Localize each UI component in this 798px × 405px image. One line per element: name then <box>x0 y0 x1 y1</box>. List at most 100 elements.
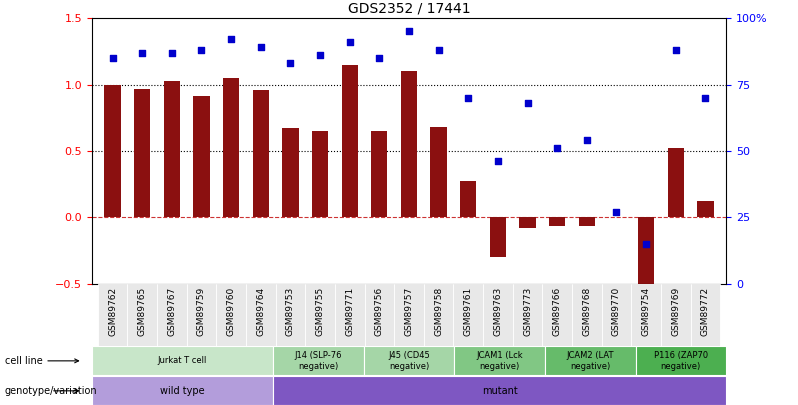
Text: GSM89773: GSM89773 <box>523 287 532 336</box>
Bar <box>365 284 394 346</box>
Bar <box>602 284 631 346</box>
Text: GSM89770: GSM89770 <box>612 287 621 336</box>
Bar <box>92 376 273 405</box>
Text: GSM89772: GSM89772 <box>701 287 710 336</box>
Bar <box>631 284 661 346</box>
Bar <box>460 181 476 217</box>
Point <box>670 47 682 53</box>
Bar <box>549 217 565 226</box>
Text: P116 (ZAP70
negative): P116 (ZAP70 negative) <box>654 351 708 371</box>
Text: GSM89767: GSM89767 <box>168 287 176 336</box>
Text: GSM89764: GSM89764 <box>256 287 265 336</box>
Bar <box>519 217 535 228</box>
Text: GSM89756: GSM89756 <box>375 287 384 336</box>
Text: GSM89754: GSM89754 <box>642 287 650 336</box>
Text: GSM89757: GSM89757 <box>405 287 413 336</box>
Bar <box>134 89 150 217</box>
Bar <box>187 284 216 346</box>
Text: GSM89760: GSM89760 <box>227 287 235 336</box>
Bar <box>335 284 365 346</box>
Point <box>255 44 267 51</box>
Text: GSM89765: GSM89765 <box>138 287 147 336</box>
Bar <box>545 346 635 375</box>
Point <box>225 36 238 43</box>
Bar <box>394 284 424 346</box>
Bar <box>223 78 239 217</box>
Bar <box>635 346 726 375</box>
Bar <box>364 346 454 375</box>
Bar <box>157 284 187 346</box>
Bar <box>273 376 726 405</box>
Bar <box>216 284 246 346</box>
Bar <box>453 284 483 346</box>
Bar <box>579 217 595 226</box>
Bar <box>668 148 684 217</box>
Point <box>373 55 385 61</box>
Point <box>106 55 119 61</box>
Text: cell line: cell line <box>5 356 78 366</box>
Bar <box>690 284 721 346</box>
Text: GSM89758: GSM89758 <box>434 287 443 336</box>
Bar <box>128 284 157 346</box>
Bar <box>312 131 328 217</box>
Bar <box>424 284 453 346</box>
Bar <box>253 90 269 217</box>
Text: GSM89769: GSM89769 <box>671 287 680 336</box>
Point <box>402 28 415 35</box>
Bar <box>275 284 305 346</box>
Point <box>492 158 504 165</box>
Bar <box>430 127 447 217</box>
Text: GSM89768: GSM89768 <box>583 287 591 336</box>
Bar <box>246 284 275 346</box>
Point <box>610 209 623 215</box>
Text: GSM89771: GSM89771 <box>346 287 354 336</box>
Text: GSM89766: GSM89766 <box>553 287 562 336</box>
Text: JCAM2 (LAT
negative): JCAM2 (LAT negative) <box>567 351 614 371</box>
Point <box>462 95 475 101</box>
Bar <box>454 346 545 375</box>
Text: GSM89759: GSM89759 <box>197 287 206 336</box>
Point <box>551 145 563 151</box>
Point <box>165 49 178 56</box>
Bar <box>164 81 180 217</box>
Bar <box>638 217 654 290</box>
Point <box>314 52 326 59</box>
Text: JCAM1 (Lck
negative): JCAM1 (Lck negative) <box>476 351 523 371</box>
Text: GSM89755: GSM89755 <box>315 287 325 336</box>
Title: GDS2352 / 17441: GDS2352 / 17441 <box>348 2 470 16</box>
Bar <box>342 65 358 217</box>
Bar <box>371 131 388 217</box>
Point <box>521 100 534 107</box>
Point <box>343 39 356 45</box>
Point <box>136 49 148 56</box>
Text: GSM89753: GSM89753 <box>286 287 295 336</box>
Bar <box>513 284 543 346</box>
Text: GSM89762: GSM89762 <box>108 287 117 336</box>
Point <box>640 241 653 247</box>
Point <box>580 137 593 143</box>
Text: wild type: wild type <box>160 386 205 396</box>
Bar <box>697 201 713 217</box>
Bar <box>193 96 210 217</box>
Text: Jurkat T cell: Jurkat T cell <box>158 356 207 365</box>
Bar <box>282 128 298 217</box>
Bar <box>661 284 690 346</box>
Bar <box>490 217 506 257</box>
Text: mutant: mutant <box>482 386 517 396</box>
Bar <box>305 284 335 346</box>
Bar <box>92 346 273 375</box>
Bar <box>483 284 513 346</box>
Bar <box>273 346 364 375</box>
Text: genotype/variation: genotype/variation <box>5 386 97 396</box>
Bar <box>105 85 120 217</box>
Text: J14 (SLP-76
negative): J14 (SLP-76 negative) <box>294 351 342 371</box>
Bar <box>97 284 128 346</box>
Bar <box>401 71 417 217</box>
Text: J45 (CD45
negative): J45 (CD45 negative) <box>388 351 430 371</box>
Bar <box>572 284 602 346</box>
Bar <box>543 284 572 346</box>
Point <box>699 95 712 101</box>
Point <box>195 47 207 53</box>
Point <box>433 47 445 53</box>
Text: GSM89761: GSM89761 <box>464 287 472 336</box>
